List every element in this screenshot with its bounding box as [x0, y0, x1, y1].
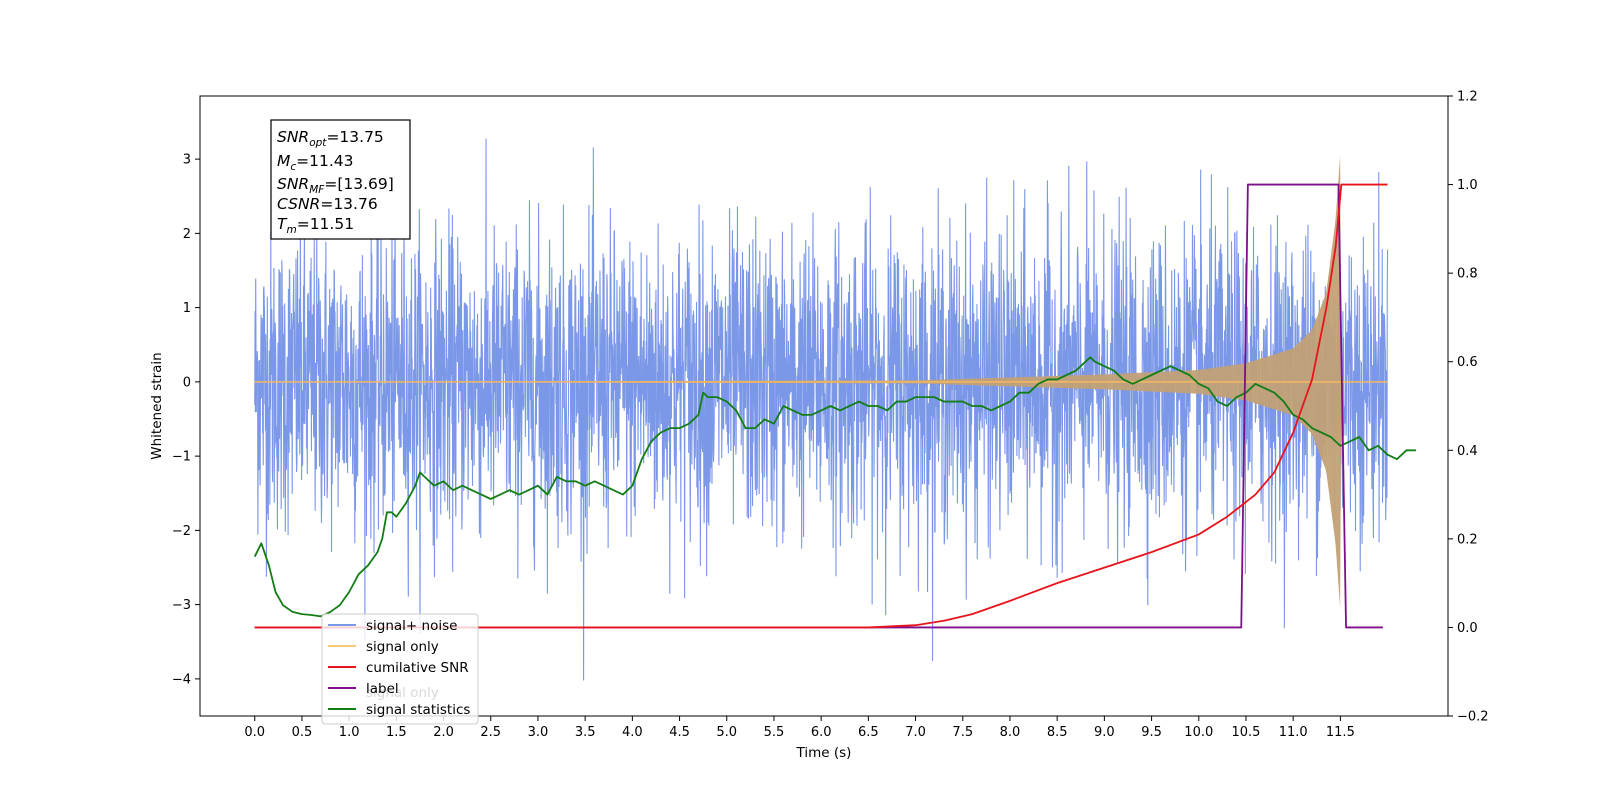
series-signal-statistics: [253, 356, 1416, 618]
x-tick-label: 7.0: [905, 725, 926, 740]
x-tick-label: 5.5: [764, 725, 785, 740]
x-tick-label: 10.0: [1184, 725, 1213, 740]
info-chirp-mass: Mc=11.43: [277, 152, 354, 173]
x-tick-label: 4.0: [622, 725, 643, 740]
legend-label-signal-statistics: signal statistics: [366, 702, 470, 718]
x-tick-label: 4.5: [669, 725, 690, 740]
series-label: [254, 183, 1383, 629]
series-signal-only: [254, 155, 1388, 609]
x-tick-label: 1.0: [339, 725, 360, 740]
x-tick-label: 0.0: [244, 725, 265, 740]
x-tick-label: 3.0: [528, 725, 549, 740]
x-axis: 0.0 0.5 1.0 1.5 2.0 2.5 3.0 3.5 4.0 4.5 5.0 5.5 6.0 6…: [244, 716, 1355, 740]
x-tick-label: 10.5: [1232, 725, 1261, 740]
y-axis-label: Whitened strain: [149, 352, 165, 459]
y-tick-label: −4: [172, 672, 191, 687]
legend-label-label: label: [366, 681, 399, 697]
y2-tick-label: 0.6: [1457, 355, 1478, 370]
x-tick-label: 7.5: [952, 725, 973, 740]
cumilative-snr-line: [254, 183, 1388, 629]
info-merger-time: Tm=11.51: [277, 215, 354, 236]
series-cumilative-snr: [254, 183, 1388, 629]
x-tick-label: 5.0: [716, 725, 737, 740]
y2-tick-label: 0.8: [1457, 267, 1478, 282]
y-tick-label: 0: [183, 375, 191, 390]
signal-statistics-line: [253, 356, 1416, 618]
y-axis-right: −0.2 0.0 0.2 0.4 0.6 0.8 1.0 1.2: [1448, 90, 1489, 725]
x-tick-label: 8.5: [1047, 725, 1068, 740]
plot-frame: [199, 95, 1449, 717]
x-tick-label: 3.5: [575, 725, 596, 740]
y2-tick-label: −0.2: [1457, 710, 1489, 725]
y2-tick-label: 0.4: [1457, 444, 1478, 459]
label-line: [254, 183, 1383, 629]
info-snr-opt: SNRopt=13.75: [277, 128, 384, 149]
x-tick-label: 0.5: [292, 725, 313, 740]
legend-label-cumilative-snr: cumilative SNR: [366, 660, 469, 676]
x-axis-label: Time (s): [796, 745, 852, 761]
y-tick-label: −3: [172, 598, 191, 613]
info-box-frame: [270, 119, 411, 240]
y-tick-label: 3: [183, 153, 191, 168]
x-tick-label: 2.0: [433, 725, 454, 740]
y2-tick-label: 1.0: [1457, 178, 1478, 193]
legend-frame: [321, 613, 479, 725]
x-tick-label: 11.0: [1279, 725, 1308, 740]
info-csnr: CSNR=13.76: [277, 195, 378, 213]
x-tick-label: 9.0: [1094, 725, 1115, 740]
info-snr-mf: SNRMF=[13.69]: [277, 175, 394, 196]
series-signal-plus-noise: [254, 138, 1389, 681]
x-tick-label: 11.5: [1326, 725, 1355, 740]
y-tick-label: 1: [183, 301, 191, 316]
legend: signal only signal+ noise signal only cu…: [321, 613, 479, 725]
y2-tick-label: 1.2: [1457, 90, 1478, 105]
x-tick-label: 9.5: [1141, 725, 1162, 740]
info-box: SNRopt=13.75 Mc=11.43 SNRMF=[13.69] CSNR…: [270, 119, 411, 240]
legend-label-signal-plus-noise: signal+ noise: [366, 618, 457, 634]
y-tick-label: 2: [183, 227, 191, 242]
x-tick-label: 1.5: [386, 725, 407, 740]
y-axis-left: −4 −3 −2 −1 0 1 2 3: [172, 153, 200, 687]
x-tick-label: 2.5: [480, 725, 501, 740]
y-tick-label: −1: [172, 450, 191, 465]
legend-label-signal-only: signal only: [366, 639, 439, 655]
signal-plus-noise-line: [254, 138, 1389, 681]
y2-tick-label: 0.0: [1457, 621, 1478, 636]
y-tick-label: −2: [172, 524, 191, 539]
x-tick-label: 8.0: [1000, 725, 1021, 740]
x-tick-label: 6.5: [858, 725, 879, 740]
x-tick-label: 6.0: [811, 725, 832, 740]
plot-area: [253, 138, 1416, 681]
legend-overlapped-text: signal only: [366, 685, 439, 701]
y2-tick-label: 0.2: [1457, 532, 1478, 547]
